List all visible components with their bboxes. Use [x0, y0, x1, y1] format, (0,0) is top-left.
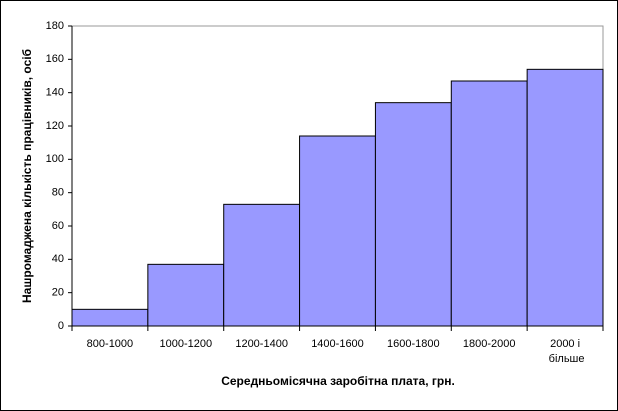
y-tick-label: 0: [58, 320, 64, 332]
x-tick-label: 1000-1200: [159, 338, 212, 350]
y-tick-label: 20: [52, 287, 64, 299]
y-tick-label: 80: [52, 187, 64, 199]
x-tick-label: 1800-2000: [463, 338, 516, 350]
y-tick-label: 120: [46, 120, 64, 132]
x-tick-label: 800-1000: [87, 338, 134, 350]
bar: [450, 80, 528, 327]
y-tick-label: 100: [46, 153, 64, 165]
bar: [147, 263, 225, 327]
x-tick-label: 1600-1800: [387, 338, 440, 350]
x-tick-label: 2000 і більше: [546, 338, 585, 365]
bar: [526, 68, 604, 327]
y-tick-label: 160: [46, 53, 64, 65]
y-tick-label: 60: [52, 220, 64, 232]
y-tick-label: 140: [46, 87, 64, 99]
bar: [71, 308, 149, 327]
y-tick-label: 40: [52, 253, 64, 265]
x-tick-label: 1200-1400: [235, 338, 288, 350]
y-tick-label: 180: [46, 20, 64, 32]
bar: [223, 203, 301, 327]
x-axis-title: Середньомісячна заробітна плата, грн.: [221, 374, 455, 388]
bar: [374, 102, 452, 327]
bar: [299, 135, 376, 327]
y-axis-title: Нашромаджена кількість працівників, осіб: [20, 49, 34, 303]
x-tick-label: 1400-1600: [311, 338, 364, 350]
